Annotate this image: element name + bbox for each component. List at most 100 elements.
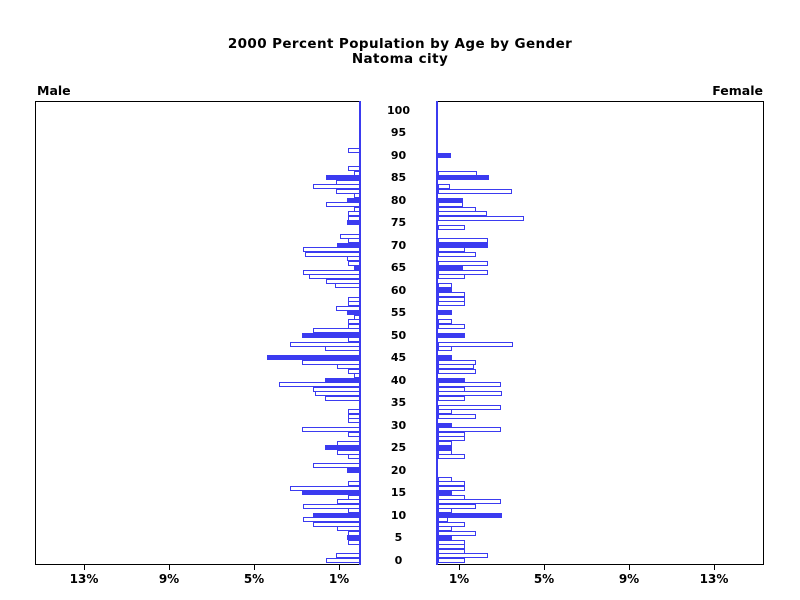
bar-female-age-0 — [438, 557, 465, 563]
bar-male-age-16 — [290, 485, 360, 491]
bar-male-age-12 — [303, 503, 360, 509]
bar-female-age-17 — [438, 481, 465, 486]
bar-male-age-55 — [347, 310, 360, 315]
bar-male-age-40 — [325, 377, 360, 383]
bar-male-age-28 — [348, 431, 360, 437]
bar-male-age-76 — [348, 215, 360, 221]
female-panel-frame — [437, 101, 764, 565]
bar-male-age-83 — [313, 184, 360, 189]
bar-male-age-91 — [348, 148, 360, 153]
bar-female-age-83 — [438, 184, 450, 189]
bar-male-age-17 — [348, 481, 360, 486]
bar-male-age-81 — [354, 193, 360, 198]
bar-female-age-42 — [438, 368, 476, 374]
bar-male-age-36 — [325, 395, 360, 401]
age-label-100: 100 — [387, 103, 410, 117]
bar-male-age-42 — [348, 368, 360, 374]
bar-male-age-61 — [335, 283, 360, 288]
bar-male-age-50 — [302, 332, 360, 338]
bar-female-age-29 — [438, 427, 501, 432]
bar-male-age-41 — [354, 373, 360, 378]
bar-male-age-23 — [348, 454, 360, 459]
bar-male-age-49 — [348, 337, 360, 342]
male-axis-label-13: 13% — [69, 572, 99, 586]
bar-female-age-14 — [438, 494, 465, 500]
bar-female-age-13 — [438, 499, 501, 504]
female-axis-tick-13 — [714, 565, 715, 570]
bar-male-age-11 — [348, 508, 360, 513]
female-zero-axis — [436, 101, 438, 565]
bar-male-age-63 — [309, 274, 360, 279]
age-label-65: 65 — [390, 261, 407, 274]
female-axis-tick-1 — [459, 565, 460, 570]
bar-female-age-18 — [438, 476, 452, 482]
bar-female-age-23 — [438, 454, 465, 459]
bar-female-age-59 — [438, 292, 465, 297]
bar-male-age-32 — [348, 413, 360, 419]
bar-female-age-43 — [438, 364, 474, 369]
chart-title: 2000 Percent Population by Age by Gender — [227, 36, 573, 52]
bar-female-age-57 — [438, 301, 465, 306]
age-label-10: 10 — [390, 508, 407, 522]
bar-female-age-34 — [438, 404, 501, 410]
bar-male-age-0 — [326, 557, 360, 563]
chart-subtitle: Natoma city — [351, 51, 449, 67]
bar-male-age-71 — [348, 238, 360, 243]
bar-female-age-5 — [438, 535, 452, 540]
bar-female-age-74 — [438, 224, 465, 230]
male-zero-axis — [359, 101, 361, 565]
bar-female-age-7 — [438, 526, 452, 531]
age-label-0: 0 — [394, 553, 403, 567]
bar-male-age-8 — [313, 521, 360, 527]
age-label-20: 20 — [390, 463, 407, 477]
bar-male-age-85 — [326, 175, 360, 180]
bar-female-age-12 — [438, 503, 476, 509]
male-axis-tick-13 — [84, 565, 85, 570]
bar-male-age-57 — [348, 301, 360, 306]
bar-male-age-31 — [348, 418, 360, 423]
bar-female-age-38 — [438, 386, 465, 392]
age-label-85: 85 — [390, 171, 407, 184]
female-axis-tick-9 — [629, 565, 630, 570]
bar-male-age-21 — [313, 463, 360, 468]
bar-male-age-51 — [313, 328, 360, 333]
bar-male-age-67 — [347, 256, 360, 261]
age-label-70: 70 — [390, 238, 407, 252]
bar-male-age-37 — [315, 391, 360, 396]
bar-female-age-24 — [438, 449, 452, 455]
bar-female-age-76 — [438, 215, 524, 221]
bar-female-age-71 — [438, 238, 488, 243]
bar-male-age-68 — [305, 251, 360, 257]
bar-male-age-47 — [325, 346, 360, 351]
age-label-5: 5 — [394, 531, 403, 544]
bar-male-age-5 — [347, 535, 360, 540]
bar-male-age-78 — [354, 206, 360, 212]
age-label-30: 30 — [390, 418, 407, 432]
bar-female-age-52 — [438, 323, 465, 329]
male-axis-label-5: 5% — [243, 572, 265, 586]
bar-male-age-70 — [337, 242, 360, 248]
bar-female-age-66 — [438, 260, 488, 266]
bar-male-age-69 — [303, 247, 360, 252]
bar-male-age-39 — [279, 382, 360, 387]
bar-female-age-61 — [438, 283, 452, 288]
bar-female-age-40 — [438, 377, 465, 383]
female-panel-label: Female — [712, 83, 763, 98]
bar-female-age-1 — [438, 553, 488, 558]
bar-female-age-37 — [438, 391, 502, 396]
bar-male-age-56 — [336, 305, 360, 311]
age-label-45: 45 — [390, 351, 407, 364]
bar-female-age-3 — [438, 544, 465, 549]
bar-male-age-25 — [325, 445, 360, 450]
bar-female-age-4 — [438, 539, 465, 545]
bar-female-age-30 — [438, 422, 452, 428]
bar-female-age-86 — [438, 170, 477, 176]
bar-male-age-24 — [337, 449, 360, 455]
bar-female-age-55 — [438, 310, 452, 315]
bar-male-age-9 — [303, 517, 360, 522]
female-axis-label-1: 1% — [448, 572, 470, 586]
bar-female-age-9 — [438, 517, 448, 522]
bar-male-age-15 — [302, 490, 360, 495]
bar-male-age-65 — [354, 265, 360, 270]
